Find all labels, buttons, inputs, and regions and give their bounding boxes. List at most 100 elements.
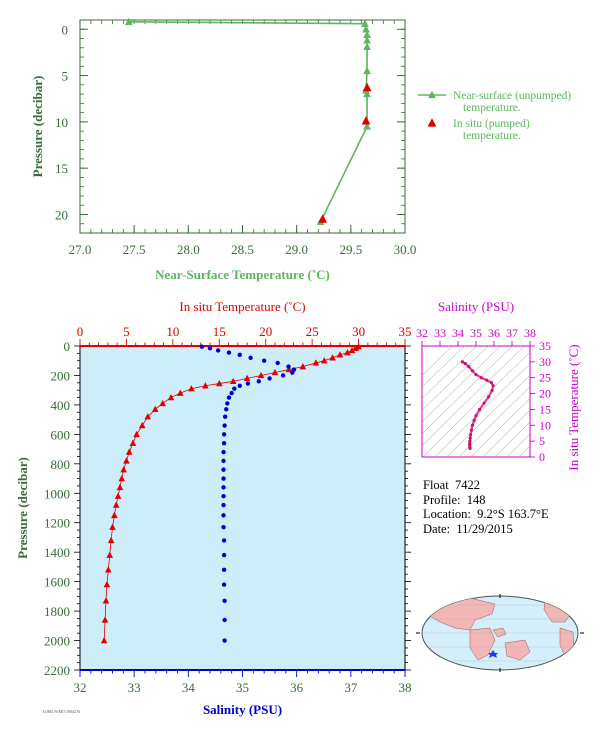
ts-point [467, 365, 471, 369]
x-axis-label: Near-Surface Temperature (˚C) [155, 267, 330, 282]
ts-point [468, 436, 472, 440]
y-tick-label: 1600 [44, 575, 70, 590]
ts-y-tick-label: 5 [539, 434, 545, 448]
world-map [416, 594, 584, 672]
x-tick-label: 27.5 [123, 242, 146, 257]
salinity-point [237, 383, 242, 388]
temperature-point [348, 346, 356, 354]
bottom-tick-label: 33 [128, 680, 141, 695]
y-axis-label: Pressure (decibar) [30, 76, 45, 178]
y-tick-label: 1000 [44, 486, 70, 501]
legend-marker-unpumped [428, 90, 436, 99]
salinity-point [199, 344, 205, 349]
salinity-point [280, 373, 286, 378]
temperature-point [100, 636, 108, 644]
temperature-point [344, 349, 351, 356]
y-tick-label: 0 [64, 339, 71, 354]
salinity-point [221, 441, 227, 446]
ts-point [468, 446, 472, 451]
y-axis-label: Pressure (decibar) [15, 457, 30, 559]
float-line: Float 7422 [423, 478, 480, 492]
temperature-salinity-profile-chart: 0 5 10 15 20 25 30 35 In situ Temperature (˚C) 32… [15, 299, 412, 717]
unpumped-point [363, 122, 371, 130]
ts-x-tick-label: 34 [452, 326, 464, 340]
unpumped-point [363, 66, 371, 75]
salinity-point [222, 617, 227, 623]
float-info: Float 7422 Profile: 148 Location: 9.2°S … [423, 478, 549, 536]
salinity-point [248, 355, 253, 360]
salinity-point [221, 502, 226, 508]
float-location-marker [488, 650, 498, 658]
ts-x-tick-label: 32 [416, 326, 428, 340]
salinity-point [221, 513, 226, 518]
y-tick-label: 1400 [44, 545, 70, 560]
temperature-point [105, 566, 112, 573]
density-contour [434, 363, 530, 457]
ts-point [478, 407, 482, 412]
temperature-point [285, 365, 293, 373]
temperature-point [109, 523, 116, 530]
y-tick-label: 600 [51, 427, 71, 442]
x-tick-label: 29.0 [285, 242, 308, 257]
bottom-tick-label: 32 [74, 680, 87, 695]
salinity-point [261, 358, 267, 363]
y-tick-label: 800 [51, 457, 71, 472]
ts-x-tick-label: 35 [470, 326, 482, 340]
ts-x-tick-label: 38 [524, 326, 536, 340]
temperature-point [129, 439, 137, 446]
density-contours [422, 346, 530, 457]
x-tick-label: 30.0 [394, 242, 417, 257]
temperature-point [123, 457, 130, 464]
ts-x-tick-label: 37 [506, 326, 518, 340]
ts-point [491, 384, 495, 388]
salinity-point [221, 524, 226, 530]
legend-marker-pumped [427, 118, 437, 127]
temperature-point [151, 405, 159, 413]
ts-y-tick-label: 15 [539, 402, 551, 416]
top-tick-label: 25 [306, 324, 319, 339]
temperature-point [336, 351, 344, 358]
legend: Near-surface (unpumped)temperature.In si… [418, 90, 571, 142]
map-landmass [504, 639, 531, 661]
density-contour [422, 351, 530, 457]
ts-y-tick-label: 30 [539, 355, 551, 369]
y-tick-label: 20 [55, 207, 68, 222]
salinity-point [221, 476, 226, 481]
unpumped-point [361, 19, 369, 27]
temperature-point [312, 359, 320, 366]
y-tick-label: 200 [51, 368, 71, 383]
y-tick-label: 1200 [44, 516, 70, 531]
y-tick-label: 15 [55, 161, 68, 176]
top-tick-label: 5 [123, 324, 130, 339]
temperature-point [111, 511, 118, 519]
y-tick-label: 2200 [44, 663, 70, 678]
temperature-point [229, 377, 237, 385]
profile-number: 148 [466, 492, 486, 507]
ts-point [485, 378, 489, 382]
y-tick-label: 2000 [44, 634, 70, 649]
salinity-point [226, 350, 232, 355]
legend-label-unpumped-cont: temperature. [463, 102, 521, 114]
salinity-point [222, 414, 228, 419]
temperature-point [352, 344, 360, 351]
salinity-point [222, 423, 227, 428]
location-line: Location: 9.2°S 163.7°E [423, 507, 549, 521]
ts-point [489, 380, 493, 385]
legend-label-unpumped: Near-surface (unpumped) [453, 90, 571, 102]
salinity-point [221, 567, 227, 573]
unpumped-point [363, 42, 371, 51]
top-tick-label: 0 [77, 324, 84, 339]
top-tick-label: 20 [259, 324, 272, 339]
top-axis-label: In situ Temperature (˚C) [179, 299, 305, 314]
location-value: 9.2°S 163.7°E [477, 507, 549, 521]
near-surface-temperature-chart: 27.0 27.5 28.0 28.5 29.0 29.5 30.0 0 5 10 15 20 Near… [30, 17, 417, 282]
temperature-point [257, 371, 265, 379]
map-landmass [469, 627, 496, 661]
salinity-point [221, 467, 226, 472]
pumped-point [361, 116, 371, 125]
salinity-point [267, 376, 272, 381]
salinity-point [224, 407, 229, 412]
density-contour [422, 346, 501, 423]
salinity-point [221, 582, 227, 587]
